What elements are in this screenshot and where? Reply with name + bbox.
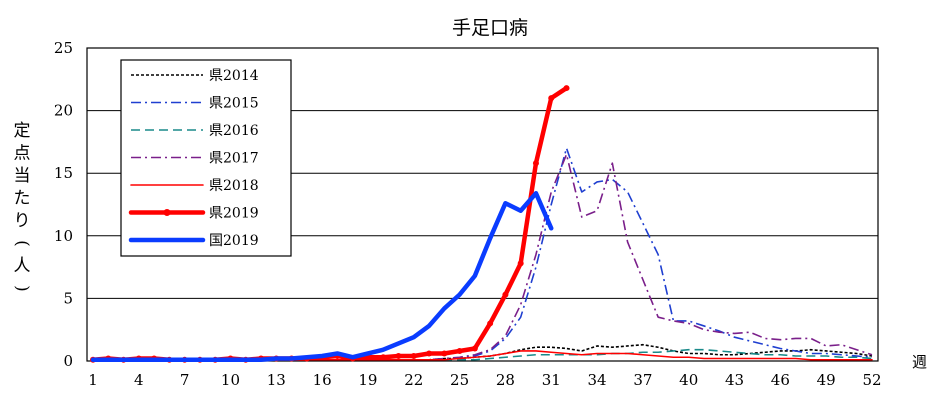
x-tick-label: 46 xyxy=(771,371,790,389)
y-axis-label-char: 人 xyxy=(14,256,31,276)
y-tick-label: 5 xyxy=(63,289,73,307)
x-tick-label: 43 xyxy=(725,371,744,389)
y-tick-label: 20 xyxy=(54,102,73,120)
x-tick-label: 16 xyxy=(313,371,332,389)
x-axis-label: 週 xyxy=(912,353,927,371)
series-point-県2019 xyxy=(548,95,555,102)
series-point-県2019 xyxy=(487,320,494,327)
y-axis-label-char: ( xyxy=(12,240,32,247)
x-tick-label: 34 xyxy=(588,371,607,389)
series-group xyxy=(90,85,873,363)
y-tick-label: 10 xyxy=(54,227,73,245)
y-axis-label-char: 点 xyxy=(14,144,31,164)
y-tick-label: 25 xyxy=(54,39,73,57)
legend: 県2014 県2015 県2016 県2017 県2018 県2019 国2019 xyxy=(120,59,292,257)
series-point-県2019 xyxy=(441,350,448,357)
x-tick-label: 13 xyxy=(267,371,286,389)
legend-label: 県2017 xyxy=(209,151,259,167)
x-tick-label: 1 xyxy=(88,371,98,389)
series-point-県2019 xyxy=(471,345,478,352)
legend-label: 県2015 xyxy=(209,96,259,112)
x-tick-label: 49 xyxy=(817,371,836,389)
legend-label: 県2014 xyxy=(209,68,259,84)
x-tick-label: 22 xyxy=(404,371,423,389)
axes: 0 5 10 15 20 25 1 4 7 10 13 16 19 22 25 28 31 34 37 40 43 46 4… xyxy=(54,39,882,389)
legend-label: 県2016 xyxy=(209,123,259,139)
x-tick-label: 40 xyxy=(679,371,698,389)
series-line-国2019 xyxy=(90,190,554,362)
y-axis-label-char: 当 xyxy=(14,166,31,186)
series-point-県2019 xyxy=(563,85,570,92)
legend-label: 県2018 xyxy=(209,178,259,194)
series-point-県2019 xyxy=(380,354,387,361)
legend-marker xyxy=(163,209,171,216)
x-tick-label: 7 xyxy=(180,371,190,389)
x-tick-label: 52 xyxy=(862,371,881,389)
series-point-県2019 xyxy=(410,352,417,359)
y-tick-label: 0 xyxy=(63,352,73,370)
y-axis-label-char: た xyxy=(14,189,31,209)
x-tick-label: 10 xyxy=(221,371,240,389)
series-point-県2019 xyxy=(426,350,433,357)
legend-box xyxy=(120,59,292,257)
series-point-県2019 xyxy=(532,160,539,167)
series-point-県2019 xyxy=(502,291,509,298)
x-tick-label: 28 xyxy=(496,371,515,389)
series-line-県2014 xyxy=(93,343,873,361)
series-point-県2019 xyxy=(456,347,463,354)
series-point-県2019 xyxy=(517,260,524,267)
x-tick-label: 37 xyxy=(633,371,652,389)
x-tick-label: 4 xyxy=(134,371,144,389)
x-tick-label: 25 xyxy=(450,371,469,389)
y-tick-label: 15 xyxy=(54,164,73,182)
legend-label: 県2019 xyxy=(209,206,259,222)
legend-label: 国2019 xyxy=(209,233,259,249)
y-axis-label-char: ) xyxy=(12,285,32,292)
y-axis-label-char: 定 xyxy=(14,121,31,141)
chart-title: 手足口病 xyxy=(452,17,528,39)
series-point-県2019 xyxy=(395,352,402,359)
x-tick-label: 31 xyxy=(542,371,561,389)
y-axis-label-char: り xyxy=(14,211,31,231)
plot-frame xyxy=(86,47,879,362)
x-tick-label: 19 xyxy=(358,371,377,389)
